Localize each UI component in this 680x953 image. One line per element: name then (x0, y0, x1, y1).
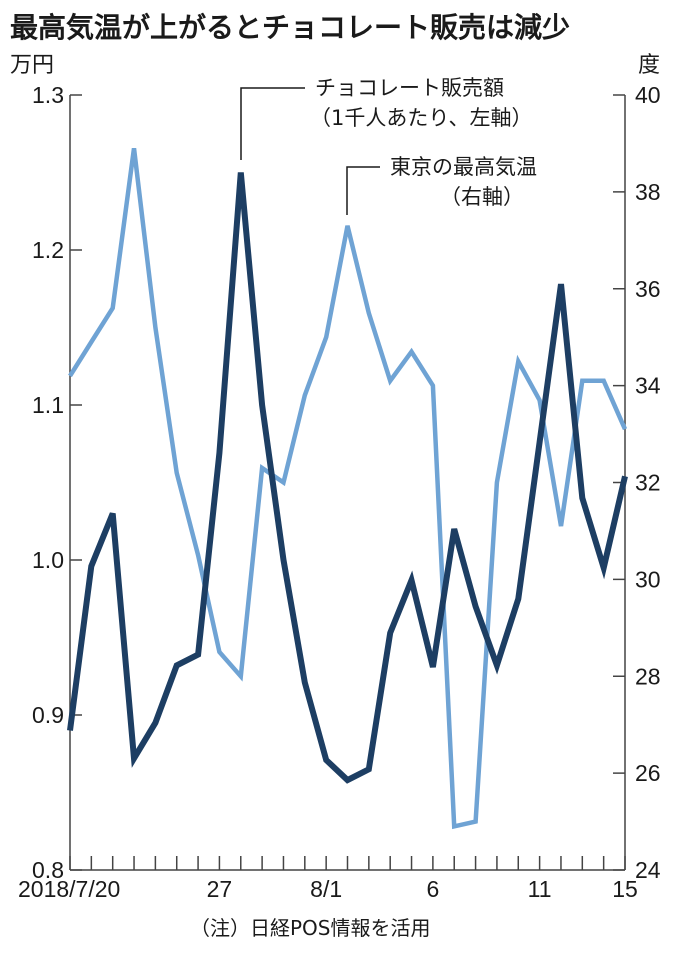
x-tick-label: 2018/7/20 (18, 876, 120, 902)
series-line-chocolate (67, 172, 628, 784)
x-tick-label: 8/1 (310, 876, 342, 902)
left-tick-label: 1.1 (32, 392, 64, 418)
annotation-chocolate-sub: （1千人あたり、左軸） (310, 106, 533, 130)
series-line-temperature (68, 148, 628, 830)
left-axis-unit: 万円 (10, 53, 54, 78)
annotation-temperature: 東京の最高気温 （右軸） (346, 155, 537, 215)
series-lines (67, 148, 628, 830)
right-tick-label: 30 (635, 566, 661, 592)
source-note: （注）日経POS情報を活用 (190, 916, 431, 940)
chart-title: 最高気温が上がるとチョコレート販売は減少 (10, 11, 570, 44)
right-tick-label: 38 (635, 179, 661, 205)
left-tick-label: 1.3 (32, 82, 64, 108)
right-axis-unit: 度 (638, 53, 660, 78)
annotation-temperature-sub: （右軸） (440, 185, 524, 209)
x-tick-label: 6 (426, 876, 439, 902)
right-tick-label: 40 (635, 82, 661, 108)
left-tick-label: 0.9 (32, 702, 64, 728)
tick-labels: 0.8 0.9 1.0 1.1 1.2 1.3 24 26 28 30 32 34 36 38 40 2018… (18, 82, 661, 902)
left-tick-label: 0.8 (32, 857, 64, 883)
right-tick-label: 32 (635, 470, 661, 496)
annotation-temperature-leader (346, 166, 380, 215)
axes (69, 94, 626, 871)
right-tick-label: 24 (635, 857, 661, 883)
left-tick-label: 1.0 (32, 547, 64, 573)
x-tick-label: 15 (612, 876, 638, 902)
right-tick-label: 26 (635, 760, 661, 786)
x-tick-label: 11 (528, 876, 552, 902)
annotation-chocolate-leader (240, 87, 305, 160)
right-tick-label: 36 (635, 276, 661, 302)
annotation-chocolate-title: チョコレート販売額 (315, 76, 504, 100)
right-tick-label: 34 (635, 373, 661, 399)
right-tick-label: 28 (635, 663, 661, 689)
annotation-chocolate: チョコレート販売額 （1千人あたり、左軸） (240, 76, 533, 160)
left-tick-label: 1.2 (32, 237, 64, 263)
annotation-temperature-title: 東京の最高気温 (390, 155, 537, 179)
x-tick-label: 27 (207, 876, 233, 902)
